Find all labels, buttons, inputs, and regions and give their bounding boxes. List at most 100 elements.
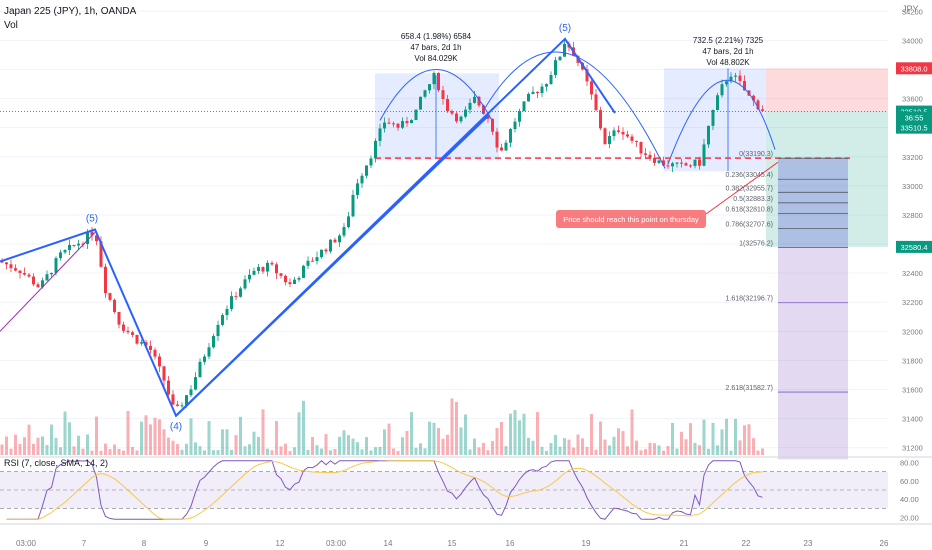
volume-bar	[693, 442, 697, 455]
candle	[666, 165, 670, 167]
volume-bar	[207, 421, 211, 455]
rsi-tick-label: 40.00	[900, 495, 919, 504]
candle	[288, 282, 292, 285]
candle	[252, 270, 256, 275]
rsi-ma-line	[6, 460, 763, 520]
trend-line-purple	[0, 232, 96, 332]
volume-bar	[338, 436, 341, 455]
fib-label: 0.236(33045.4)	[726, 172, 773, 179]
candle	[104, 266, 107, 294]
candle	[500, 147, 503, 151]
candle	[185, 395, 188, 406]
candle	[54, 258, 58, 273]
candle	[594, 94, 598, 111]
volume-bars	[0, 398, 764, 455]
candle	[396, 123, 400, 128]
volume-bar	[477, 447, 481, 455]
time-tick-label: 9	[204, 539, 209, 548]
candle	[356, 183, 359, 195]
candle	[671, 163, 674, 167]
volume-bar	[707, 448, 710, 455]
volume-bar	[680, 431, 683, 455]
candle	[378, 128, 382, 141]
candle	[468, 102, 472, 110]
candle	[419, 96, 422, 110]
candle	[720, 84, 724, 96]
candle	[221, 315, 224, 325]
volume-bar	[747, 424, 751, 455]
volume-bar	[698, 445, 701, 455]
volume-bar	[617, 428, 620, 455]
candle	[504, 142, 508, 151]
candle	[369, 158, 373, 166]
time-tick-label: 26	[880, 539, 889, 548]
rsi-tick-label: 80.00	[900, 459, 919, 468]
candle	[639, 141, 643, 154]
volume-bar	[41, 436, 44, 455]
candle	[360, 175, 364, 184]
time-tick-label: 03:00	[16, 539, 37, 548]
candle	[734, 75, 737, 77]
candle	[338, 235, 341, 243]
candle	[549, 74, 553, 85]
volume-bar	[662, 450, 665, 455]
candle	[216, 324, 220, 337]
volume-bar	[563, 438, 566, 455]
candle	[387, 122, 391, 124]
volume-bar	[423, 448, 427, 455]
volume-bar	[405, 430, 409, 455]
candle	[86, 231, 89, 244]
volume-bar	[603, 439, 607, 455]
candle	[365, 165, 368, 176]
volume-bar	[333, 448, 337, 455]
volume-bar	[729, 450, 733, 455]
candle	[320, 249, 323, 258]
volume-bar	[455, 402, 458, 455]
volume-bar	[572, 447, 575, 455]
currency-label: JPY	[902, 4, 919, 14]
candle	[207, 347, 211, 357]
candle	[257, 267, 260, 271]
price-tick-label: 32200	[902, 298, 923, 307]
volume-bar	[468, 449, 472, 455]
wave-diagonal	[175, 115, 489, 417]
candle	[23, 273, 26, 275]
candle	[9, 264, 13, 269]
volume-bar	[504, 446, 508, 455]
volume-bar	[68, 422, 71, 455]
candle	[432, 72, 436, 85]
volume-bar	[257, 436, 260, 455]
volume-bar	[365, 437, 368, 455]
volume-bar	[356, 442, 359, 455]
candle	[383, 122, 386, 129]
volume-bar	[450, 398, 454, 455]
volume-bar	[185, 443, 188, 455]
volume-bar	[104, 443, 107, 455]
candle	[167, 380, 170, 395]
volume-bar	[630, 409, 634, 455]
volume-bar	[288, 450, 292, 455]
volume-bar	[149, 424, 152, 455]
candle	[603, 128, 607, 145]
volume-bar	[140, 421, 143, 455]
volume-bar	[167, 437, 170, 455]
candle	[50, 272, 53, 275]
volume-bar	[396, 450, 400, 455]
volume-bar	[95, 416, 98, 455]
volume-bar	[648, 442, 652, 455]
candle	[644, 153, 647, 155]
volume-bar	[221, 429, 224, 455]
candle	[18, 270, 22, 274]
volume-bar	[621, 431, 625, 455]
volume-bar	[153, 417, 157, 455]
candle	[756, 100, 760, 110]
candle	[725, 81, 728, 85]
candle	[536, 91, 539, 94]
candle	[374, 140, 377, 159]
volume-bar	[671, 422, 674, 455]
fib-label: 0.5(32883.3)	[733, 196, 773, 203]
volume-bar	[752, 438, 755, 455]
candle	[761, 109, 764, 111]
candle	[698, 159, 701, 166]
